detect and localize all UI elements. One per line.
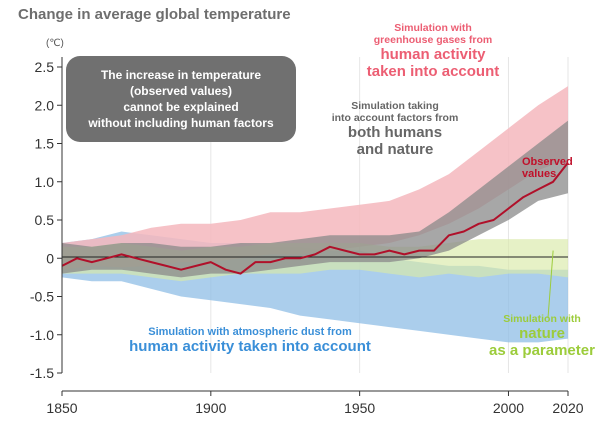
y-unit-label: (℃)	[46, 38, 64, 49]
annotation-natural-big-1: nature	[519, 325, 565, 342]
chart-title: Change in average global temperature	[18, 6, 291, 23]
y-tick-label: 2.0	[35, 97, 55, 113]
annotation-greenhouse: Simulation with greenhouse gases from hu…	[343, 22, 523, 80]
y-tick-label: 1.5	[35, 136, 55, 152]
natural-leader-line	[547, 250, 554, 319]
annotation-observed: Observed values	[522, 156, 600, 180]
y-tick-label: 0.5	[35, 212, 55, 228]
annotation-both-small-2: into account factors from	[331, 112, 459, 124]
annotation-both-small-1: Simulation taking	[351, 100, 439, 112]
info-line-3: cannot be explained	[123, 100, 239, 114]
info-line-2: (observed values)	[129, 84, 233, 98]
info-line-1: The increase in temperature	[100, 68, 262, 82]
annotation-greenhouse-big-1: human activity	[380, 46, 486, 63]
annotation-greenhouse-small-1: Simulation with	[394, 22, 472, 34]
simulation-bands	[62, 86, 568, 343]
x-tick-label: 2000	[493, 400, 524, 416]
annotation-greenhouse-big-2: taken into account	[366, 63, 500, 80]
annotation-aerosol-small: Simulation with atmospheric dust from	[148, 326, 352, 338]
annotation-natural-big-2: as a parameter	[489, 342, 595, 359]
y-tick-label: -1.0	[30, 327, 54, 343]
band-both-factors	[62, 120, 568, 278]
info-box: The increase in temperature (observed va…	[66, 56, 296, 142]
annotation-natural-small: Simulation with	[503, 313, 581, 325]
observed-series	[61, 161, 569, 275]
axes: 2.5 2.0 1.5 1.0 0.5 0 -0.5 -1.0 -1.5 1850 1900 1950…	[30, 57, 584, 416]
y-tick-label: 2.5	[35, 59, 55, 75]
x-tick-label: 1950	[344, 400, 375, 416]
observed-line	[61, 161, 569, 275]
y-tick-label: 1.0	[35, 174, 55, 190]
y-tick-label: -1.5	[30, 365, 54, 381]
x-tick-label: 1900	[195, 400, 226, 416]
x-tick-label: 2020	[552, 400, 583, 416]
y-tick-label: 0	[46, 250, 54, 266]
annotation-observed-2: values	[522, 168, 557, 180]
annotation-aerosol: Simulation with atmospheric dust from hu…	[100, 326, 400, 355]
annotation-natural: Simulation with nature as a parameter	[487, 313, 597, 359]
info-line-4: without including human factors	[88, 116, 274, 130]
annotation-both: Simulation taking into account factors f…	[320, 100, 470, 158]
annotation-both-big-2: and nature	[356, 141, 434, 158]
annotation-greenhouse-small-2: greenhouse gases from	[373, 34, 493, 46]
annotation-observed-1: Observed	[522, 156, 573, 168]
y-tick-label: -0.5	[30, 289, 54, 305]
annotation-aerosol-big: human activity taken into account	[129, 338, 371, 355]
annotation-both-big-1: both humans	[347, 124, 443, 141]
x-tick-label: 1850	[46, 400, 77, 416]
